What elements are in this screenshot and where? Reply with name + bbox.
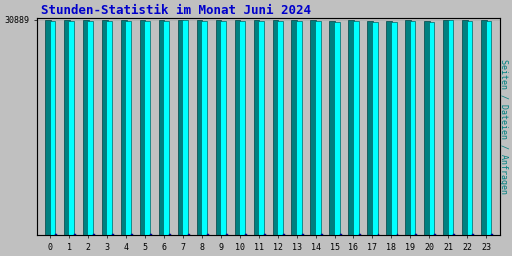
- Bar: [486, 22, 492, 235]
- Bar: [201, 21, 207, 235]
- Bar: [55, 234, 57, 235]
- Bar: [372, 22, 377, 235]
- Bar: [353, 22, 358, 235]
- Bar: [329, 21, 335, 235]
- Bar: [272, 20, 278, 235]
- Bar: [367, 21, 373, 235]
- Bar: [435, 234, 436, 235]
- Bar: [310, 20, 316, 235]
- Bar: [481, 20, 487, 235]
- Bar: [159, 20, 164, 235]
- Bar: [358, 234, 360, 235]
- Bar: [492, 234, 493, 235]
- Bar: [410, 21, 416, 235]
- Bar: [88, 21, 93, 235]
- Bar: [424, 21, 430, 235]
- Bar: [169, 234, 171, 235]
- Bar: [112, 234, 114, 235]
- Bar: [93, 234, 95, 235]
- Bar: [291, 20, 297, 235]
- Bar: [264, 234, 266, 235]
- Bar: [454, 234, 455, 235]
- Bar: [302, 234, 304, 235]
- Bar: [234, 20, 240, 235]
- Bar: [386, 20, 392, 235]
- Bar: [391, 22, 396, 235]
- Bar: [216, 20, 221, 235]
- Bar: [315, 22, 321, 235]
- Bar: [467, 21, 473, 235]
- Bar: [150, 234, 152, 235]
- Bar: [245, 234, 247, 235]
- Bar: [178, 20, 183, 235]
- Bar: [339, 234, 342, 235]
- Bar: [396, 234, 398, 235]
- Bar: [334, 22, 339, 235]
- Bar: [253, 20, 259, 235]
- Bar: [283, 234, 285, 235]
- Bar: [473, 234, 474, 235]
- Bar: [140, 20, 145, 235]
- Bar: [50, 21, 55, 235]
- Bar: [64, 20, 70, 235]
- Bar: [102, 20, 108, 235]
- Bar: [74, 234, 76, 235]
- Bar: [45, 20, 51, 235]
- Bar: [416, 234, 417, 235]
- Bar: [106, 21, 112, 235]
- Bar: [163, 20, 169, 235]
- Bar: [144, 21, 150, 235]
- Bar: [69, 22, 74, 235]
- Bar: [182, 20, 188, 235]
- Bar: [131, 234, 133, 235]
- Bar: [447, 20, 454, 235]
- Bar: [443, 20, 449, 235]
- Bar: [83, 20, 89, 235]
- Bar: [197, 20, 202, 235]
- Bar: [406, 20, 411, 235]
- Bar: [429, 22, 435, 235]
- Bar: [258, 21, 264, 235]
- Bar: [188, 234, 190, 235]
- Text: Stunden-Statistik im Monat Juni 2024: Stunden-Statistik im Monat Juni 2024: [41, 4, 311, 17]
- Bar: [348, 20, 354, 235]
- Bar: [226, 234, 228, 235]
- Bar: [125, 21, 131, 235]
- Bar: [321, 234, 323, 235]
- Bar: [239, 21, 245, 235]
- Bar: [121, 20, 126, 235]
- Y-axis label: Seiten / Dateien / Anfragen: Seiten / Dateien / Anfragen: [499, 59, 508, 194]
- Bar: [377, 234, 379, 235]
- Bar: [296, 21, 302, 235]
- Bar: [462, 20, 468, 235]
- Bar: [207, 234, 209, 235]
- Bar: [220, 21, 226, 235]
- Bar: [277, 21, 283, 235]
